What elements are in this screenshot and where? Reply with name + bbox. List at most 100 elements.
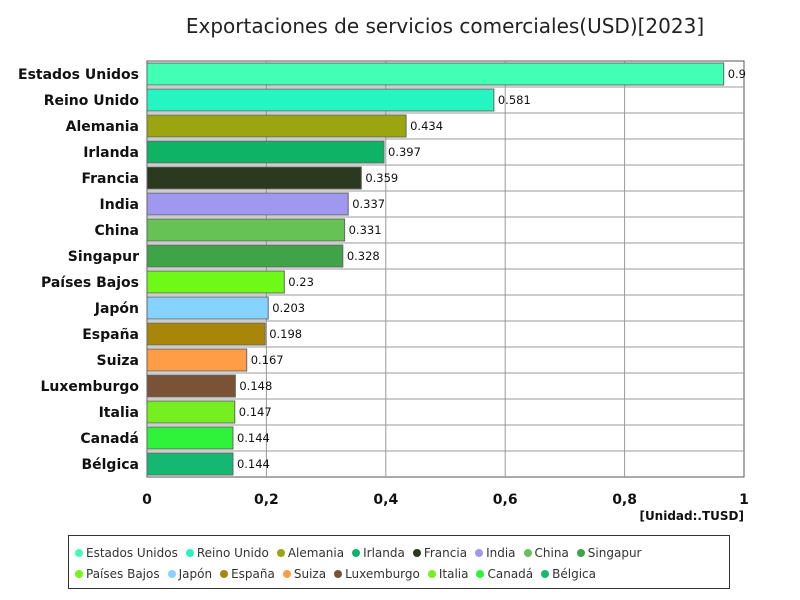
legend-label: India xyxy=(486,545,516,560)
legend-dot-icon xyxy=(334,569,343,578)
category-label-belgica: Bélgica xyxy=(81,457,139,473)
category-label-italia: Italia xyxy=(99,405,139,421)
legend-label: España xyxy=(231,566,275,581)
category-label-japon: Japón xyxy=(94,301,139,317)
x-tick-label: 1 xyxy=(739,492,749,508)
bar-japon xyxy=(146,296,269,320)
category-label-luxemburgo: Luxemburgo xyxy=(40,379,139,395)
value-label-belgica: 0.144 xyxy=(237,457,270,471)
legend-dot-icon xyxy=(276,548,285,557)
category-label-paises-bajos: Países Bajos xyxy=(41,275,139,291)
bar-italia xyxy=(146,400,236,424)
legend-item-singapur[interactable]: Singapur xyxy=(576,542,642,563)
legend-dot-icon xyxy=(75,569,83,578)
legend-dot-icon xyxy=(167,569,176,578)
legend-dot-icon xyxy=(523,548,532,557)
value-label-espana: 0.198 xyxy=(269,327,302,341)
legend-dot-icon xyxy=(412,548,421,557)
category-label-canada: Canadá xyxy=(80,431,139,447)
legend-label: Países Bajos xyxy=(86,566,160,581)
category-label-reino-unido: Reino Unido xyxy=(44,93,140,109)
legend-label: Bélgica xyxy=(552,566,597,581)
value-label-canada: 0.144 xyxy=(237,431,270,445)
legend-label: Reino Unido xyxy=(196,545,269,560)
bar-india xyxy=(146,192,349,216)
value-label-reino-unido: 0.581 xyxy=(498,93,531,107)
bar-francia xyxy=(146,166,362,190)
bar-alemania xyxy=(146,114,407,138)
legend-label: Singapur xyxy=(587,545,642,560)
bar-luxemburgo xyxy=(146,374,236,398)
value-label-estados-unidos: 0.9 xyxy=(728,67,746,81)
legend-dot-icon xyxy=(427,569,436,578)
bar-belgica xyxy=(146,452,234,476)
value-label-india: 0.337 xyxy=(352,197,385,211)
legend-item-italia[interactable]: Italia xyxy=(427,563,469,584)
legend-item-reino-unido[interactable]: Reino Unido xyxy=(185,542,269,563)
x-tick-label: 0,8 xyxy=(612,492,637,508)
category-label-francia: Francia xyxy=(81,171,139,187)
value-label-china: 0.331 xyxy=(349,223,382,237)
legend-label: Canadá xyxy=(487,566,534,581)
legend-dot-icon xyxy=(576,548,585,557)
category-label-india: India xyxy=(100,197,139,213)
legend-dot-icon xyxy=(476,569,485,578)
x-tick-label: 0,2 xyxy=(254,492,279,508)
legend-label: Alemania xyxy=(287,545,345,560)
legend-item-paises-bajos[interactable]: Países Bajos xyxy=(75,563,160,584)
value-label-alemania: 0.434 xyxy=(410,119,443,133)
bar-estados-unidos xyxy=(146,62,725,86)
legend-label: Luxemburgo xyxy=(345,566,420,581)
x-tick-label: 0 xyxy=(142,492,152,508)
value-label-luxemburgo: 0.148 xyxy=(239,379,272,393)
bar-paises-bajos xyxy=(146,270,285,294)
category-label-alemania: Alemania xyxy=(66,119,139,135)
legend-item-luxemburgo[interactable]: Luxemburgo xyxy=(334,563,420,584)
legend-item-espana[interactable]: España xyxy=(220,563,275,584)
legend-label: China xyxy=(534,545,569,560)
category-label-suiza: Suiza xyxy=(97,353,139,369)
value-label-paises-bajos: 0.23 xyxy=(288,275,314,289)
legend-item-india[interactable]: India xyxy=(475,542,516,563)
legend-dot-icon xyxy=(220,569,229,578)
legend-dot-icon xyxy=(282,569,291,578)
bar-suiza xyxy=(146,348,248,372)
legend-item-estados-unidos[interactable]: Estados Unidos xyxy=(75,542,178,563)
value-label-italia: 0.147 xyxy=(239,405,272,419)
value-label-francia: 0.359 xyxy=(365,171,398,185)
legend-label: Irlanda xyxy=(363,545,405,560)
legend-item-francia[interactable]: Francia xyxy=(412,542,467,563)
legend-dot-icon xyxy=(185,548,194,557)
bar-espana xyxy=(146,322,266,346)
legend-dot-icon xyxy=(75,548,83,557)
category-labels: Estados Unidos Reino Unido Alemania Irlanda… xyxy=(18,67,139,473)
bars xyxy=(146,62,725,476)
value-label-suiza: 0.167 xyxy=(251,353,284,367)
legend-item-japon[interactable]: Japón xyxy=(167,563,212,584)
category-label-irlanda: Irlanda xyxy=(83,145,139,161)
legend-item-irlanda[interactable]: Irlanda xyxy=(352,542,405,563)
bar-reino-unido xyxy=(146,88,495,112)
legend-label: Estados Unidos xyxy=(86,545,178,560)
category-label-china: China xyxy=(95,223,139,239)
value-label-singapur: 0.328 xyxy=(347,249,380,263)
legend-item-suiza[interactable]: Suiza xyxy=(282,563,327,584)
legend-label: Suiza xyxy=(293,566,327,581)
legend-label: Italia xyxy=(438,566,469,581)
legend-item-china[interactable]: China xyxy=(523,542,569,563)
legend-dot-icon xyxy=(475,548,484,557)
legend-dot-icon xyxy=(541,569,550,578)
category-label-estados-unidos: Estados Unidos xyxy=(18,67,139,83)
legend-dot-icon xyxy=(352,548,361,557)
legend-item-canada[interactable]: Canadá xyxy=(476,563,533,584)
legend-item-belgica[interactable]: Bélgica xyxy=(541,563,596,584)
bar-singapur xyxy=(146,244,344,268)
chart-title: Exportaciones de servicios comerciales(U… xyxy=(185,14,705,38)
category-label-singapur: Singapur xyxy=(68,249,139,265)
grid-lines xyxy=(147,61,744,477)
x-tick-label: 0,6 xyxy=(493,492,518,508)
legend-item-alemania[interactable]: Alemania xyxy=(276,542,345,563)
value-label-irlanda: 0.397 xyxy=(388,145,421,159)
unit-label: [Unidad:.TUSD] xyxy=(639,509,744,523)
